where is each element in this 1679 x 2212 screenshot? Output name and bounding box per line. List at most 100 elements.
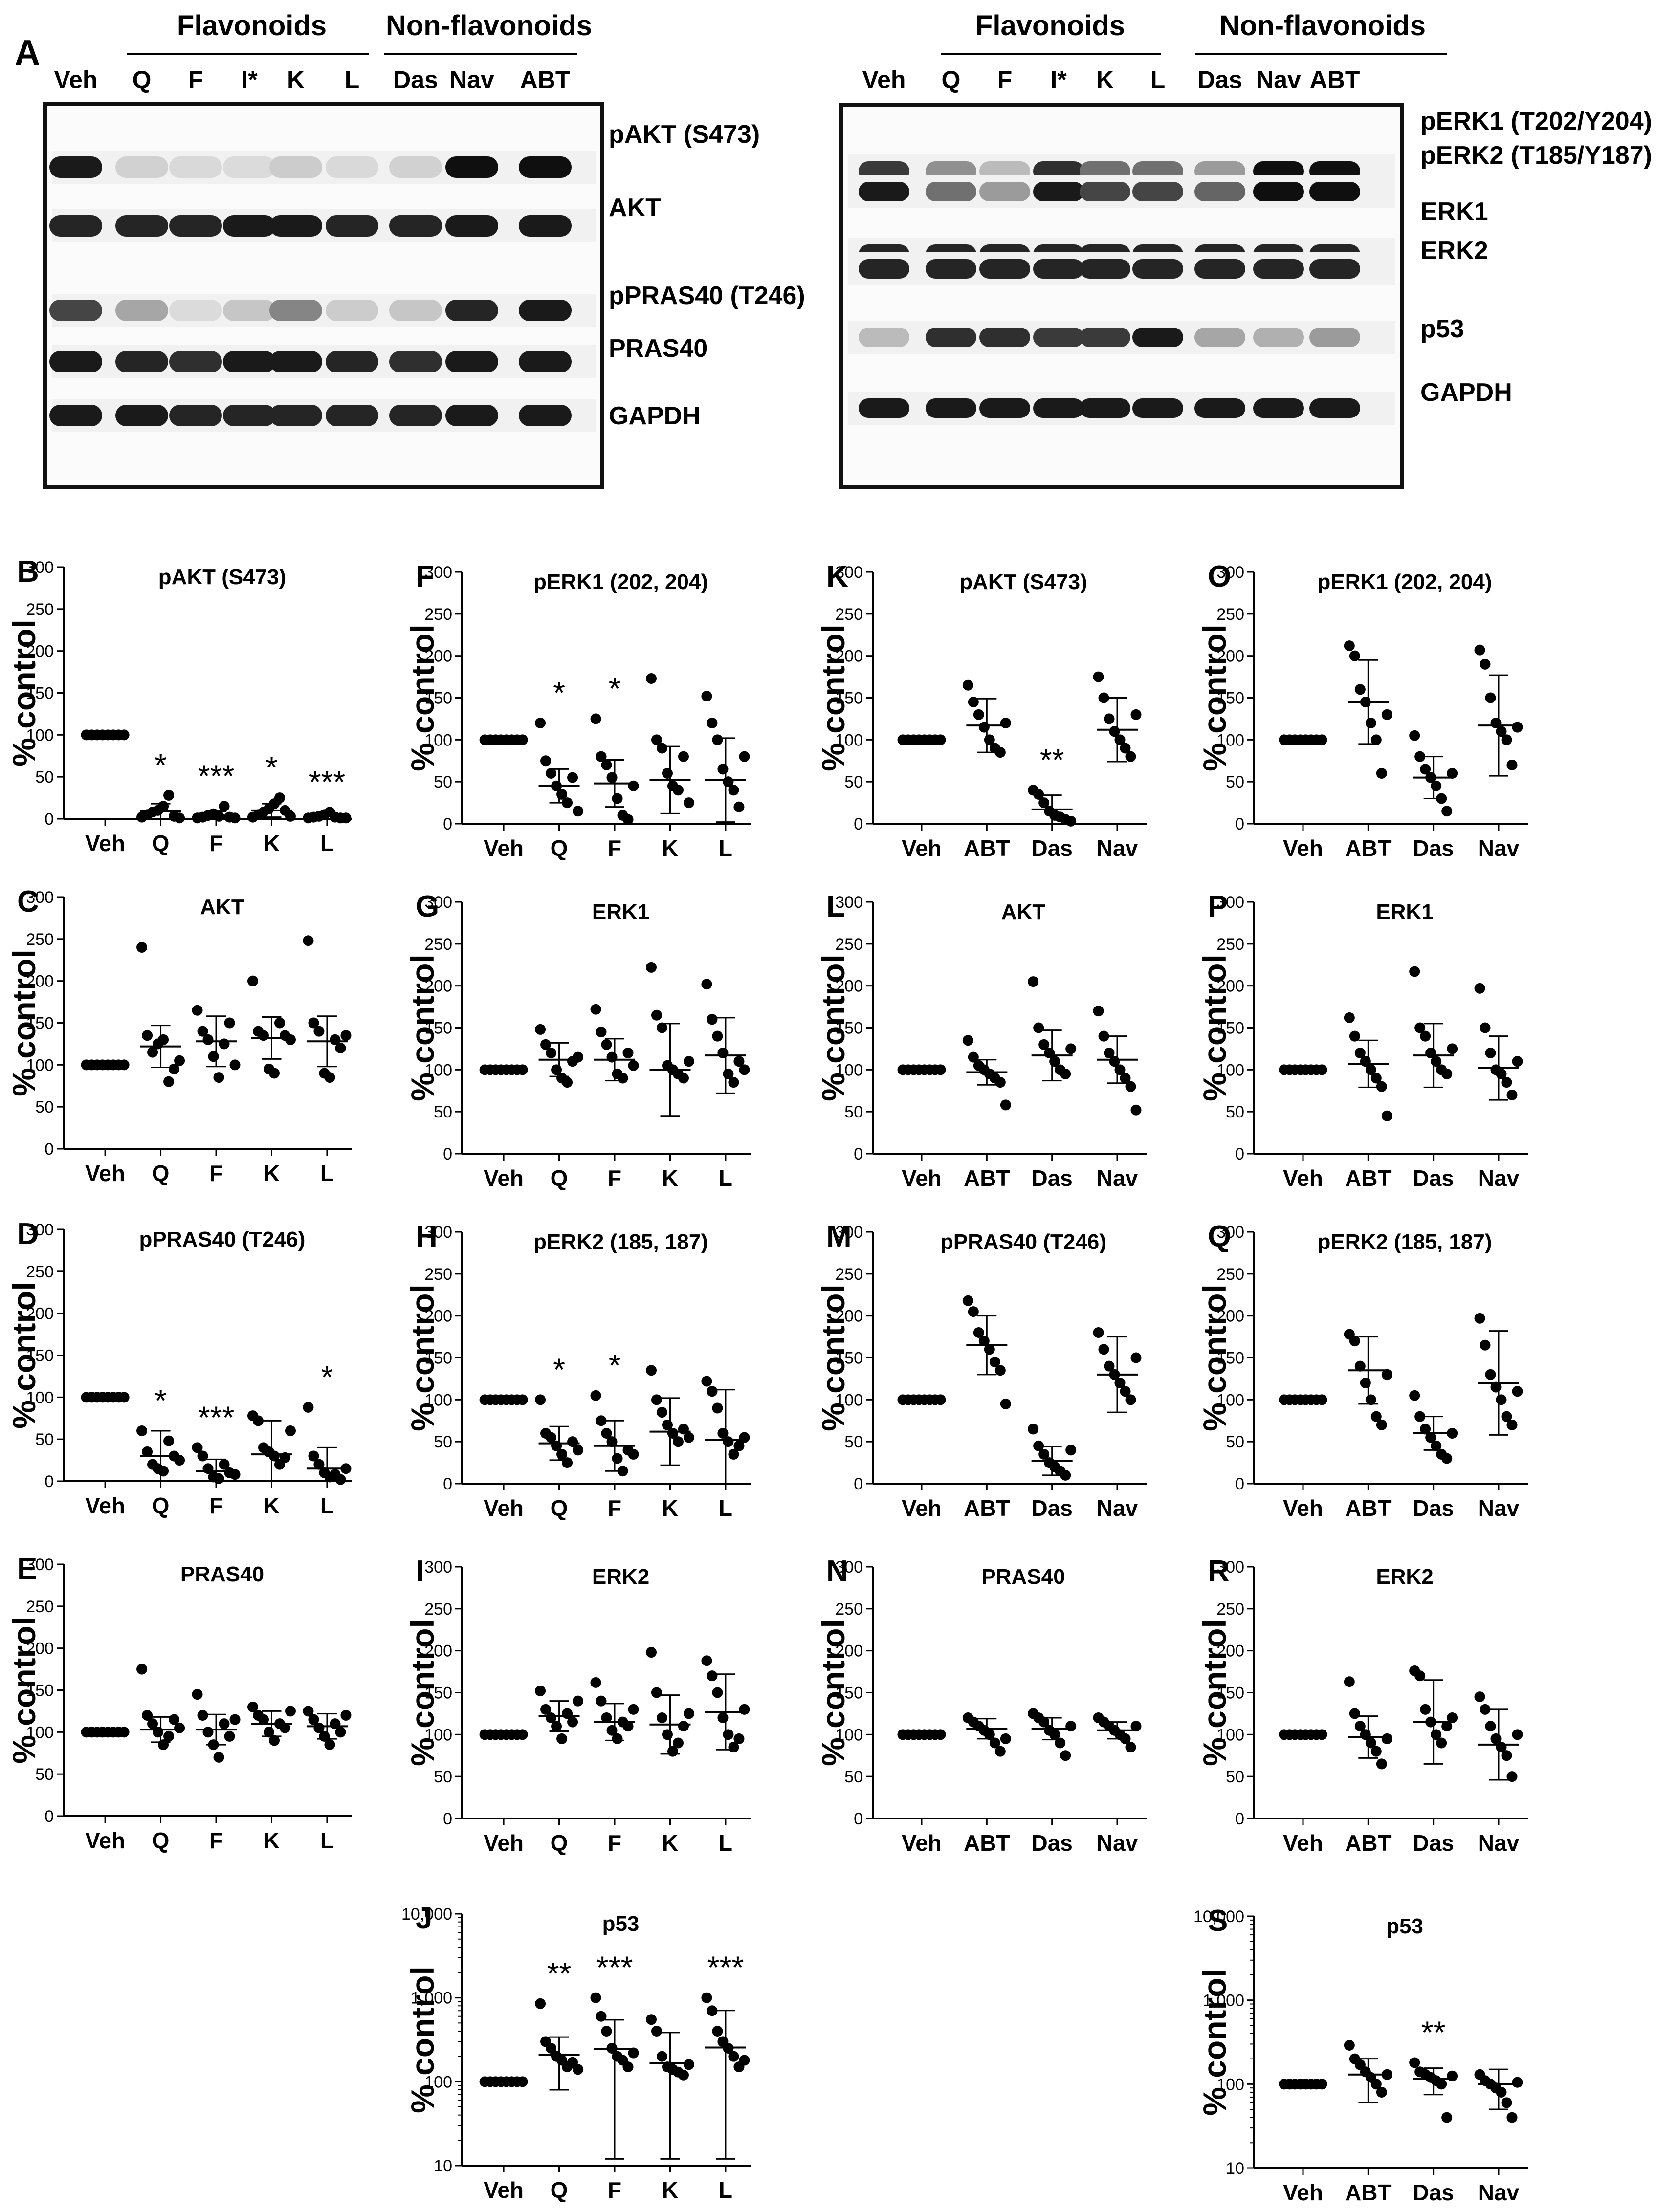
chart-panel-S: S % control p53 10 100 1,000 10,000 Veh ABT Das **… [1193, 1904, 1528, 2205]
blot-band [519, 351, 572, 372]
data-point [601, 1428, 612, 1439]
blot-band [1309, 328, 1360, 347]
y-tick-label: 100 [26, 1723, 54, 1742]
data-point [1506, 759, 1518, 770]
data-point [1501, 1411, 1512, 1422]
data-point [224, 1017, 235, 1029]
data-point [672, 1436, 684, 1447]
y-axis-label: % control [404, 954, 441, 1101]
x-tick-label: Q [551, 1830, 568, 1856]
blot-band [326, 156, 378, 178]
data-point [229, 1714, 241, 1725]
y-tick-label: 300 [26, 888, 54, 907]
panel-letter: M [826, 1220, 852, 1253]
chart-title: p53 [602, 1912, 640, 1936]
chart-title: pERK1 (202, 204) [533, 570, 708, 594]
data-point [590, 1004, 601, 1015]
x-tick-label: Q [152, 1161, 170, 1186]
x-tick-label: Das [1413, 1495, 1454, 1521]
data-point [1414, 751, 1426, 762]
data-point [1130, 1104, 1142, 1116]
data-point [1512, 1056, 1523, 1067]
y-tick-label: 0 [854, 1810, 863, 1828]
chart-panel-E: E % control PRAS40 0 50 100 150 200 250 300 Veh Q F K… [6, 1552, 352, 1853]
chart-title: ERK1 [592, 900, 649, 924]
data-point [968, 1306, 979, 1317]
x-tick-label: F [209, 1161, 223, 1186]
data-point [712, 1687, 723, 1698]
blot-band [49, 156, 102, 178]
blot-band [1194, 328, 1245, 347]
data-point [142, 1446, 153, 1457]
y-tick-label: 150 [1216, 1349, 1244, 1368]
data-point [1441, 1453, 1453, 1464]
y-tick-label: 50 [1226, 773, 1244, 791]
data-point [1512, 1386, 1523, 1397]
y-tick-label: 250 [1216, 605, 1244, 624]
y-tick-label: 300 [424, 1558, 452, 1577]
data-point [219, 1459, 230, 1470]
y-tick-label: 200 [424, 1307, 452, 1326]
y-tick-label: 150 [26, 1682, 54, 1700]
chart-title: pERK2 (185, 187) [533, 1230, 708, 1254]
data-point [1376, 2086, 1387, 2098]
data-point [1474, 1691, 1485, 1703]
data-point [213, 1473, 224, 1484]
data-point [739, 1064, 750, 1075]
data-point [303, 1402, 314, 1413]
y-tick-label: 250 [26, 930, 54, 949]
panel-letter: R [1208, 1555, 1230, 1588]
data-point [739, 2055, 750, 2066]
y-tick-label: 100 [424, 1061, 452, 1079]
data-point [1485, 1721, 1496, 1732]
data-point [1349, 1708, 1360, 1719]
data-point [656, 1022, 667, 1033]
x-tick-label: F [209, 1493, 223, 1518]
y-tick-label: 0 [854, 815, 863, 833]
data-point [142, 1030, 153, 1041]
blot-band [169, 156, 222, 178]
y-tick-label: 50 [844, 1433, 863, 1451]
data-point [562, 1077, 573, 1088]
data-point [962, 1295, 973, 1306]
y-tick-label: 250 [26, 1263, 54, 1281]
x-tick-label: Nav [1097, 1495, 1138, 1521]
data-point [590, 1677, 601, 1688]
y-axis-label: % control [1196, 954, 1233, 1101]
data-point [192, 1005, 203, 1016]
y-tick-label: 100 [1216, 1061, 1244, 1079]
chart-panel-B: B % control pAKT (S473) 0 50 100 150 200 250 300 V… [6, 555, 352, 856]
data-point [1409, 966, 1420, 977]
blot-lane-label: L [1150, 66, 1166, 93]
blot-band-label: pAKT (S473) [609, 120, 760, 149]
y-tick-label: 50 [35, 1430, 54, 1449]
data-point [163, 1730, 175, 1742]
data-point [628, 780, 639, 791]
y-tick-label: 200 [1216, 1642, 1244, 1661]
x-tick-label: K [662, 1830, 678, 1856]
data-point [612, 1453, 623, 1464]
blot-lane-label: Q [942, 66, 961, 93]
data-point [556, 1733, 568, 1744]
data-point [1414, 1022, 1426, 1033]
data-point [1093, 671, 1104, 682]
data-point [968, 697, 979, 708]
x-tick-label: F [608, 1830, 621, 1856]
x-tick-label: F [209, 1828, 223, 1853]
x-tick-label: Veh [484, 1165, 524, 1191]
blot-band [979, 398, 1030, 418]
panel-letter: B [17, 555, 39, 589]
data-point [1344, 640, 1355, 652]
y-tick-label: 50 [844, 1768, 863, 1786]
data-point [1436, 2079, 1447, 2090]
x-tick-label: Q [152, 1493, 170, 1518]
data-point [1028, 1424, 1039, 1435]
data-point [1065, 1721, 1077, 1732]
y-tick-label: 50 [1226, 1103, 1244, 1121]
blot-band [445, 300, 498, 321]
x-tick-label: Nav [1478, 1165, 1520, 1191]
data-point [683, 1432, 694, 1443]
x-tick-label: Veh [1283, 1495, 1323, 1521]
data-point [712, 2025, 723, 2037]
